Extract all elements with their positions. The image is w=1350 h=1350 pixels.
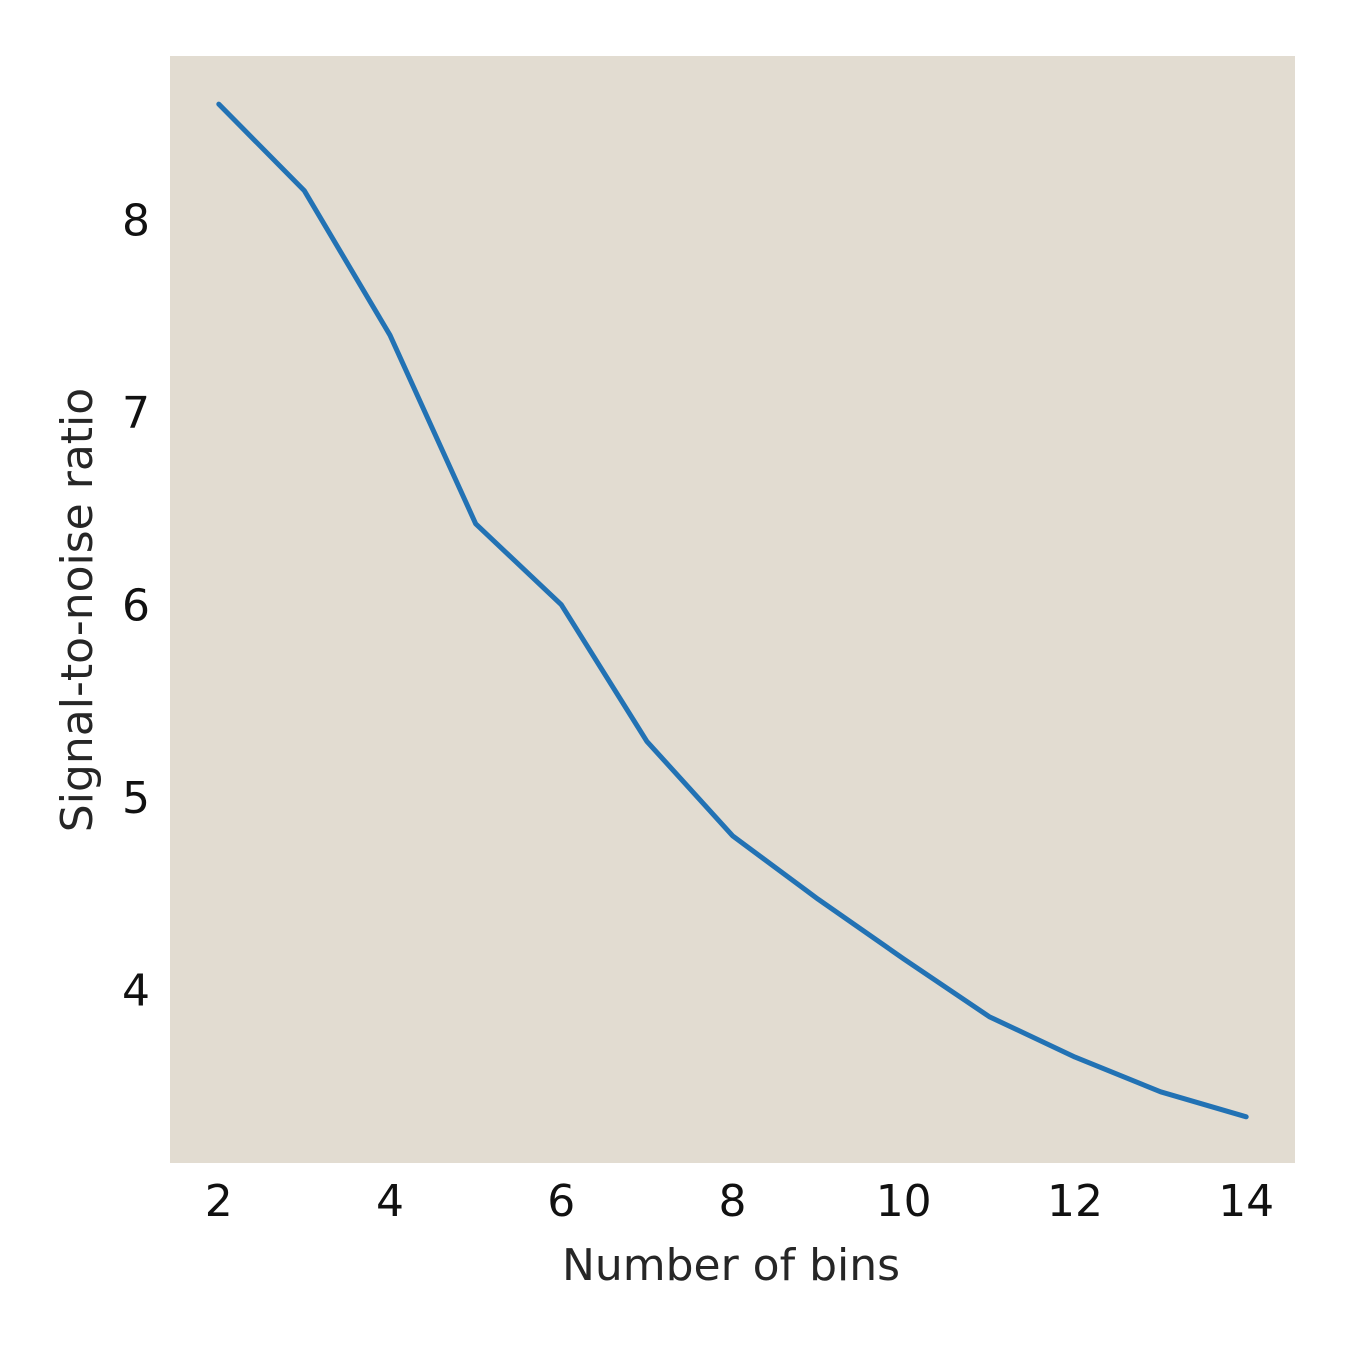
y-axis-ticks: 4 5 6 7 8	[122, 196, 150, 1017]
series-layer	[216, 101, 1249, 1120]
x-axis-ticks: 2 4 6 8 10 12 14	[205, 1176, 1274, 1227]
y-tick-label: 4	[122, 966, 150, 1017]
y-tick-label: 6	[122, 581, 150, 632]
y-tick-label: 7	[122, 388, 150, 439]
series-line-0	[216, 101, 1249, 1120]
x-tick-label: 12	[1047, 1176, 1103, 1227]
x-tick-label: 4	[376, 1176, 404, 1227]
x-axis-label: Number of bins	[562, 1240, 900, 1291]
x-tick-label: 8	[719, 1176, 747, 1227]
x-tick-label: 14	[1218, 1176, 1274, 1227]
x-tick-label: 2	[205, 1176, 233, 1227]
y-tick-label: 5	[122, 773, 150, 824]
x-tick-label: 6	[547, 1176, 575, 1227]
x-tick-label: 10	[876, 1176, 932, 1227]
y-tick-label: 8	[122, 196, 150, 247]
plot-area	[170, 56, 1295, 1163]
y-axis-label: Signal-to-noise ratio	[52, 388, 103, 832]
